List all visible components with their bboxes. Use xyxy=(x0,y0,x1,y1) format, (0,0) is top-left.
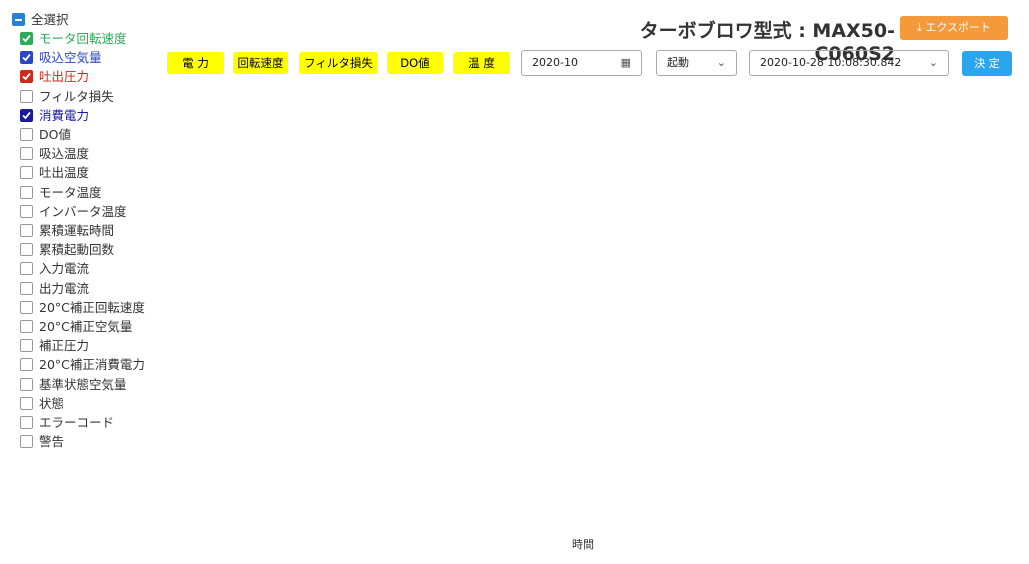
checkbox-item[interactable]: インバータ温度 xyxy=(20,203,127,221)
filter-button[interactable]: DO値 xyxy=(387,52,443,74)
checkbox xyxy=(20,243,33,257)
checkbox-item[interactable]: モータ温度 xyxy=(20,184,102,202)
x-axis-label: 時間 xyxy=(572,538,594,551)
checkbox-item[interactable]: 吸込温度 xyxy=(20,145,89,163)
checkbox-item[interactable]: DO値 xyxy=(20,126,71,144)
filter-button[interactable]: フィルタ損失 xyxy=(299,52,378,74)
checkbox xyxy=(20,166,33,180)
checkbox xyxy=(20,51,33,65)
checkbox-item[interactable]: 累積運転時間 xyxy=(20,222,114,240)
checkbox-label: インバータ温度 xyxy=(39,203,127,219)
month-input[interactable]: 2020-10 ▦ xyxy=(521,50,642,76)
checkbox xyxy=(20,435,33,449)
export-button[interactable]: ⤓ エクスポート xyxy=(900,16,1008,40)
checkbox-item[interactable]: 消費電力 xyxy=(20,107,89,125)
checkbox-item[interactable]: 累積起動回数 xyxy=(20,241,114,259)
checkbox xyxy=(20,262,33,276)
checkbox-label: DO値 xyxy=(39,127,71,142)
checkbox-label: 20°C補正消費電力 xyxy=(39,357,145,373)
filter-button[interactable]: 回転速度 xyxy=(233,52,288,74)
checkbox-label: 出力電流 xyxy=(39,280,90,296)
checkbox xyxy=(20,224,33,237)
checkbox-label: 消費電力 xyxy=(39,107,90,123)
checkbox xyxy=(20,204,33,218)
checkbox xyxy=(20,185,33,199)
checkbox-item[interactable]: 20°C補正空気量 xyxy=(20,318,132,336)
checkbox xyxy=(20,70,33,84)
checkbox-item[interactable]: 吐出温度 xyxy=(20,164,89,182)
checkbox-label: 基準状態空気量 xyxy=(39,376,127,392)
checkbox-label: 吸込温度 xyxy=(39,146,90,162)
checkbox-item[interactable]: 入力電流 xyxy=(20,260,89,278)
checkbox-item[interactable]: 吐出圧力 xyxy=(20,68,89,86)
filter-button[interactable]: 温 度 xyxy=(453,52,510,74)
checkbox xyxy=(20,128,33,141)
timestamp-select[interactable]: 2020-10-28 10:08:30.842 ⌄ xyxy=(749,50,949,76)
checkbox xyxy=(20,300,33,314)
select-all[interactable]: 全選択 xyxy=(12,11,69,29)
submit-button[interactable]: 決 定 xyxy=(962,51,1012,76)
checkbox-item[interactable]: フィルタ損失 xyxy=(20,88,114,106)
month-value: 2020-10 xyxy=(532,56,578,69)
checkbox-label: 吸込空気量 xyxy=(39,50,102,66)
checkbox-label: 20°C補正空気量 xyxy=(39,319,133,334)
checkbox-label: 累積起動回数 xyxy=(39,242,115,258)
checkbox-item[interactable]: 基準状態空気量 xyxy=(20,376,127,394)
checkbox-item[interactable]: 出力電流 xyxy=(20,280,89,298)
checkbox-label: 20°C補正回転速度 xyxy=(39,299,145,315)
checkbox-item[interactable]: エラーコード xyxy=(20,414,114,432)
checkbox-label: 累積運転時間 xyxy=(39,223,115,238)
checkbox xyxy=(20,320,33,333)
checkbox-label: フィルタ損失 xyxy=(39,88,114,104)
checkbox xyxy=(20,358,33,372)
checkbox-label: モータ温度 xyxy=(39,184,102,200)
checkbox-label: モータ回転速度 xyxy=(39,31,127,46)
checkbox-item[interactable]: 補正圧力 xyxy=(20,337,89,355)
select-all-label: 全選択 xyxy=(31,12,69,27)
checkbox-label: 吐出温度 xyxy=(39,165,90,181)
checkbox-label: 吐出圧力 xyxy=(39,69,90,85)
checkbox-item[interactable]: 20°C補正回転速度 xyxy=(20,299,145,317)
checkbox xyxy=(20,89,33,103)
checkbox-label: エラーコード xyxy=(39,415,115,430)
checkbox-label: 補正圧力 xyxy=(39,338,90,354)
checkbox xyxy=(20,416,33,429)
checkbox: 010203040506063.610:08:5310:09:0310:09:1… xyxy=(20,32,33,45)
checkbox-item[interactable]: 20°C補正消費電力 xyxy=(20,356,145,374)
checkbox xyxy=(20,377,33,391)
checkbox-label: 状態 xyxy=(39,395,65,411)
checkbox-item[interactable]: 010203040506063.610:08:5310:09:0310:09:1… xyxy=(20,30,127,48)
checkbox xyxy=(20,147,33,161)
title: ターボブロワ型式 : MAX50-C060S2 xyxy=(639,20,895,65)
timestamp-value: 2020-10-28 10:08:30.842 xyxy=(760,56,902,69)
checkbox xyxy=(20,281,33,295)
export-label: エクスポート xyxy=(925,21,992,34)
filter-button[interactable]: 電 力 xyxy=(167,52,224,74)
checkbox-item[interactable]: 警告 xyxy=(20,433,64,451)
event-value: 起動 xyxy=(667,56,689,69)
checkbox-item[interactable]: 状態 xyxy=(20,395,64,413)
checkbox xyxy=(20,108,33,122)
checkbox xyxy=(20,396,33,410)
checkbox-item[interactable]: 吸込空気量 xyxy=(20,49,102,67)
checkbox-label: 警告 xyxy=(39,434,65,450)
event-select[interactable]: 起動 ⌄ xyxy=(656,50,737,76)
checkbox xyxy=(20,339,33,353)
checkbox-label: 入力電流 xyxy=(39,261,90,277)
